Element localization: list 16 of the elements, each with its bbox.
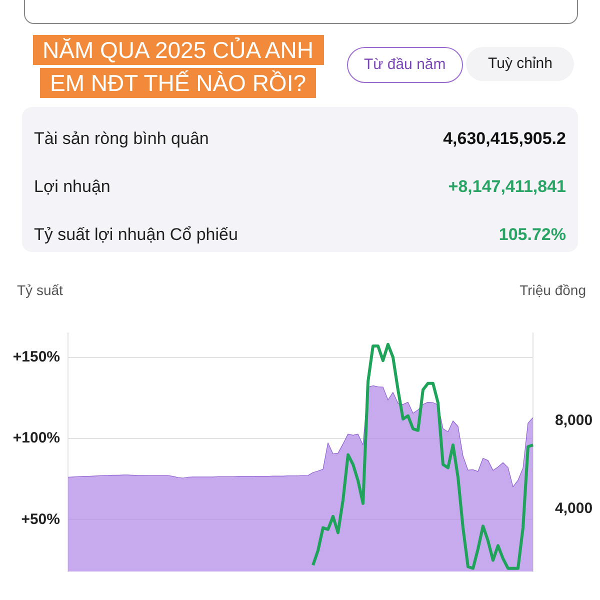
text: 105.72% [498, 224, 566, 246]
text: Tỷ suất lợi nhuận Cổ phiếu [34, 225, 238, 244]
text: 4,630,415,905.2 [443, 128, 566, 150]
y2-tick-label: 8,000 [555, 412, 593, 430]
text: Tuỳ chỉnh [466, 47, 574, 81]
text: Từ đầu năm [347, 47, 463, 83]
y2-tick-label: 4,000 [555, 500, 593, 517]
y-tick-label: +150% [12, 348, 60, 366]
text: Tài sản ròng bình quân [34, 129, 209, 148]
y-tick-label: +100% [12, 430, 60, 447]
text: +8,147,411,841 [448, 176, 566, 198]
y-axis-title: Tỷ suất [17, 282, 63, 298]
text: Lợi nhuận [34, 177, 110, 196]
y2-axis-title: Triệu đồng [520, 282, 586, 298]
y-tick-label: +50% [21, 510, 60, 528]
chart-title: NĂM QUA 2025 CỦA ANH EM NĐT THẾ NÀO RỒI? [32, 35, 324, 98]
